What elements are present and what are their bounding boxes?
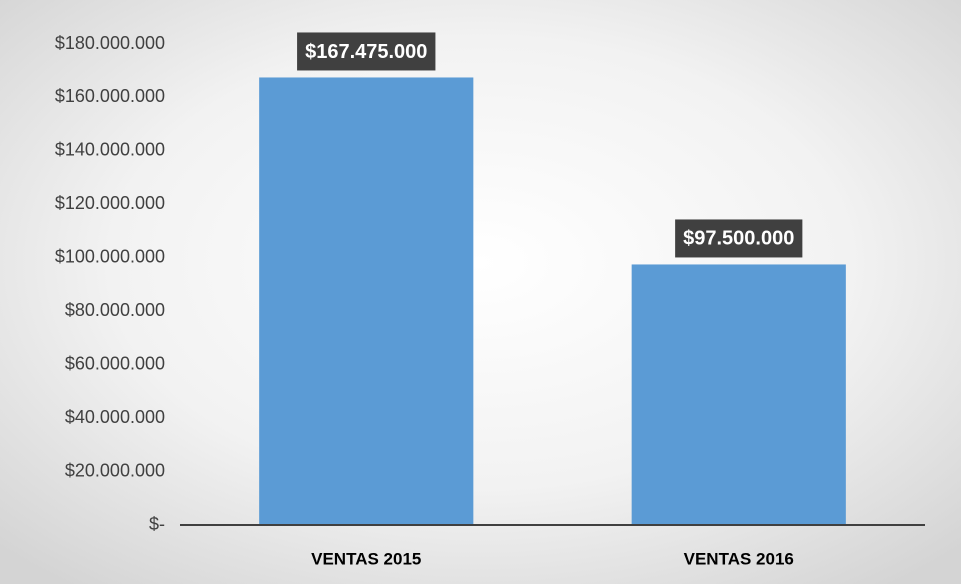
y-tick-label: $140.000.000 <box>55 140 165 160</box>
data-label-box <box>675 219 803 258</box>
y-tick-label: $40.000.000 <box>65 407 165 427</box>
data-label: $97.500.000 <box>683 228 794 250</box>
y-tick-label: $100.000.000 <box>55 247 165 267</box>
x-tick-label: VENTAS 2016 <box>684 549 794 568</box>
y-tick-label: $160.000.000 <box>55 86 165 106</box>
x-tick-label: VENTAS 2015 <box>311 549 421 568</box>
data-label-box <box>297 32 436 71</box>
y-tick-label: $80.000.000 <box>65 300 165 320</box>
y-tick-label: $60.000.000 <box>65 353 165 373</box>
y-tick-label: $180.000.000 <box>55 33 165 53</box>
y-tick-label: $120.000.000 <box>55 193 165 213</box>
y-tick-label: $- <box>149 514 165 534</box>
bar <box>259 77 474 526</box>
bar <box>631 264 846 525</box>
data-label: $167.475.000 <box>305 41 427 63</box>
y-tick-label: $20.000.000 <box>65 460 165 480</box>
